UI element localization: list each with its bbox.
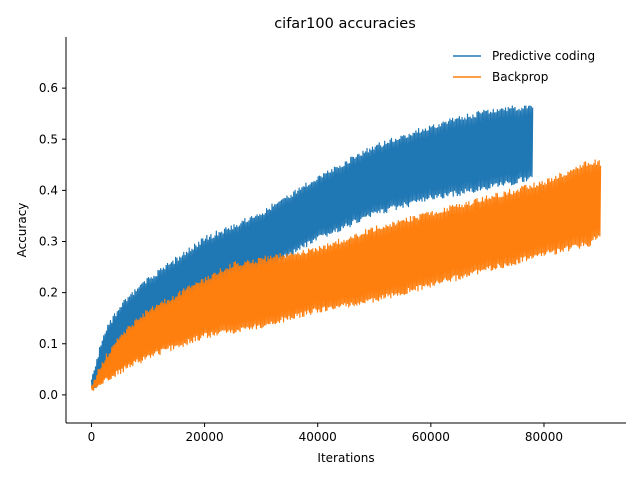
chart-title: cifar100 accuracies (274, 16, 416, 32)
y-tick-label: 0.5 (39, 132, 58, 146)
y-tick-label: 0.1 (39, 337, 58, 351)
x-tick-label: 20000 (185, 430, 223, 444)
series-line-0 (90, 105, 534, 390)
x-tick-label: 0 (88, 430, 96, 444)
legend-label: Backprop (492, 70, 548, 84)
y-tick-label: 0.3 (39, 235, 58, 249)
series-line-1 (90, 159, 602, 391)
y-tick-label: 0.2 (39, 286, 58, 300)
legend: Predictive coding Backprop (453, 49, 595, 84)
legend-label: Predictive coding (492, 49, 595, 63)
x-tick-label: 40000 (299, 430, 337, 444)
series-layer (90, 105, 602, 391)
x-ticks: 0 20000 40000 60000 80000 (88, 423, 563, 444)
y-axis-label: Accuracy (15, 203, 29, 258)
x-tick-label: 80000 (525, 430, 563, 444)
y-tick-label: 0.4 (39, 183, 58, 197)
y-tick-label: 0.6 (39, 81, 58, 95)
y-tick-label: 0.0 (39, 388, 58, 402)
y-ticks: 0.0 0.1 0.2 0.3 0.4 0.5 0.6 (39, 81, 66, 402)
x-tick-label: 60000 (412, 430, 450, 444)
x-axis-label: Iterations (317, 451, 374, 465)
